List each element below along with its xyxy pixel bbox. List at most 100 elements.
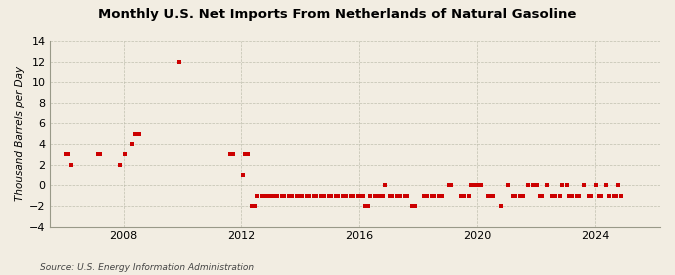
Point	[308, 193, 319, 198]
Point	[458, 193, 469, 198]
Point	[503, 183, 514, 188]
Point	[564, 193, 574, 198]
Point	[353, 193, 364, 198]
Point	[574, 193, 585, 198]
Point	[584, 193, 595, 198]
Point	[267, 193, 277, 198]
Point	[608, 193, 619, 198]
Point	[375, 193, 385, 198]
Point	[400, 193, 410, 198]
Point	[427, 193, 437, 198]
Point	[377, 193, 388, 198]
Point	[119, 152, 130, 156]
Point	[387, 193, 398, 198]
Point	[269, 193, 280, 198]
Point	[316, 193, 327, 198]
Point	[358, 193, 369, 198]
Point	[421, 193, 432, 198]
Point	[127, 142, 138, 146]
Point	[385, 193, 396, 198]
Point	[407, 204, 418, 208]
Point	[593, 193, 604, 198]
Point	[475, 183, 486, 188]
Point	[554, 193, 565, 198]
Point	[495, 204, 506, 208]
Point	[115, 163, 126, 167]
Point	[578, 183, 589, 188]
Point	[92, 152, 103, 156]
Text: Monthly U.S. Net Imports From Netherlands of Natural Gasoline: Monthly U.S. Net Imports From Netherland…	[99, 8, 576, 21]
Point	[271, 193, 282, 198]
Point	[365, 193, 376, 198]
Point	[571, 193, 582, 198]
Point	[294, 193, 304, 198]
Point	[549, 193, 560, 198]
Point	[419, 193, 430, 198]
Point	[284, 193, 295, 198]
Point	[402, 193, 412, 198]
Point	[262, 193, 273, 198]
Point	[60, 152, 71, 156]
Point	[242, 152, 253, 156]
Point	[510, 193, 520, 198]
Point	[129, 132, 140, 136]
Point	[227, 152, 238, 156]
Point	[515, 193, 526, 198]
Point	[225, 152, 236, 156]
Point	[250, 204, 261, 208]
Point	[586, 193, 597, 198]
Point	[355, 193, 366, 198]
Point	[237, 173, 248, 177]
Point	[394, 193, 405, 198]
Point	[436, 193, 447, 198]
Point	[286, 193, 297, 198]
Point	[522, 183, 533, 188]
Point	[466, 183, 477, 188]
Point	[265, 193, 275, 198]
Point	[292, 193, 302, 198]
Point	[485, 193, 496, 198]
Point	[173, 59, 184, 64]
Point	[279, 193, 290, 198]
Point	[257, 193, 268, 198]
Point	[591, 183, 602, 188]
Point	[240, 152, 250, 156]
Text: Source: U.S. Energy Information Administration: Source: U.S. Energy Information Administ…	[40, 263, 254, 272]
Point	[338, 193, 349, 198]
Point	[537, 193, 547, 198]
Point	[488, 193, 499, 198]
Point	[380, 183, 391, 188]
Point	[456, 193, 466, 198]
Point	[483, 193, 493, 198]
Point	[247, 204, 258, 208]
Point	[340, 193, 351, 198]
Point	[346, 193, 356, 198]
Point	[63, 152, 74, 156]
Point	[542, 183, 553, 188]
Point	[613, 183, 624, 188]
Point	[259, 193, 270, 198]
Point	[311, 193, 322, 198]
Point	[508, 193, 518, 198]
Point	[331, 193, 342, 198]
Point	[409, 204, 420, 208]
Point	[304, 193, 315, 198]
Point	[566, 193, 577, 198]
Point	[557, 183, 568, 188]
Point	[333, 193, 344, 198]
Point	[562, 183, 572, 188]
Point	[446, 183, 457, 188]
Point	[596, 193, 607, 198]
Point	[468, 183, 479, 188]
Point	[473, 183, 484, 188]
Point	[323, 193, 334, 198]
Point	[65, 163, 76, 167]
Point	[373, 193, 383, 198]
Point	[252, 193, 263, 198]
Point	[326, 193, 337, 198]
Point	[611, 193, 622, 198]
Point	[535, 193, 545, 198]
Point	[370, 193, 381, 198]
Point	[603, 193, 614, 198]
Point	[547, 193, 558, 198]
